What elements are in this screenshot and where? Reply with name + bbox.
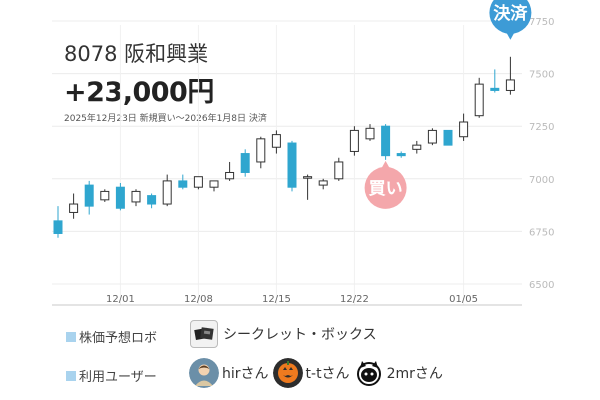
legend-square: [66, 370, 76, 381]
candle-body: [365, 127, 375, 140]
robo-label: 株価予想ロボ: [79, 331, 158, 346]
users-label: 利用ユーザー: [79, 370, 157, 385]
candle-body: [318, 180, 328, 186]
candle-body: [443, 129, 453, 146]
candle-body: [162, 180, 172, 205]
candle-body: [474, 83, 484, 117]
candle-body: [459, 121, 469, 138]
candle-body: [225, 171, 235, 180]
candle-body: [505, 79, 515, 91]
y-tick-label: 6500: [529, 280, 554, 291]
candle-body: [334, 161, 344, 180]
candle-body: [147, 195, 157, 205]
candle-body: [69, 203, 79, 213]
candle-body: [100, 190, 110, 201]
candle-body: [396, 153, 406, 157]
candle-body: [490, 87, 500, 91]
candle-body: [427, 129, 437, 144]
y-tick-label: 7500: [529, 70, 554, 81]
y-tick-label: 6750: [529, 227, 554, 238]
y-tick-label: 7250: [529, 122, 554, 133]
candle-body: [240, 153, 250, 173]
candle-body: [53, 220, 63, 234]
user-name: 2mrさん: [386, 366, 443, 382]
candle-body: [381, 125, 391, 157]
settle-marker: [489, 0, 532, 34]
buy-marker: [364, 166, 407, 209]
trade-period: 2025年12月23日 新規買い〜2026年1月8日 決済: [64, 114, 267, 124]
x-tick-label: 12/01: [106, 294, 135, 305]
legend-square: [66, 331, 76, 342]
candle-body: [84, 184, 94, 207]
pumpkin-avatar-icon: [272, 358, 303, 388]
user-2mr[interactable]: 2mrさん: [353, 358, 443, 388]
y-tick-label: 7000: [529, 175, 554, 186]
user-t-t[interactable]: t-tさん: [272, 358, 350, 388]
candle-body: [131, 190, 141, 203]
secret-box-icon: [190, 320, 218, 348]
user-avatar-icon: [189, 358, 219, 388]
candle-body: [209, 180, 219, 188]
profit-amount: +23,000円: [64, 77, 214, 108]
candle-body: [287, 142, 297, 188]
candle-body: [271, 134, 281, 148]
candlestick-chart: 6500 6750 7000 7250 7500 7750 12/01 12/08 12/15 1…: [52, 0, 554, 306]
candle-body: [256, 138, 266, 163]
candle-body: [303, 176, 313, 179]
candle-body: [412, 144, 422, 150]
robo-name: シークレット・ボックス: [223, 327, 377, 343]
candle-body: [349, 129, 359, 152]
cat-avatar-icon: [353, 358, 384, 388]
buy-marker-label: 買い: [369, 179, 403, 199]
x-tick-label: 12/15: [262, 294, 291, 305]
robo-legend: 株価予想ロボ: [66, 327, 157, 346]
candle-body: [178, 180, 188, 188]
y-tick-label: 7750: [529, 17, 554, 28]
users-legend: 利用ユーザー: [66, 366, 157, 385]
settle-marker-label: 決済: [493, 3, 528, 24]
x-tick-label: 01/05: [449, 294, 478, 305]
user-name: hirさん: [222, 366, 269, 382]
user-list: hirさん t-tさん 2mrさん: [189, 358, 447, 388]
x-tick-label: 12/08: [184, 294, 213, 305]
ticker-title: 8078 阪和興業: [64, 42, 209, 66]
user-hir[interactable]: hirさん: [189, 358, 269, 388]
candle-body: [115, 186, 125, 209]
user-name: t-tさん: [305, 366, 350, 382]
robo-entry[interactable]: シークレット・ボックス: [190, 320, 377, 348]
x-tick-label: 12/22: [340, 294, 369, 305]
candle-body: [193, 176, 203, 188]
